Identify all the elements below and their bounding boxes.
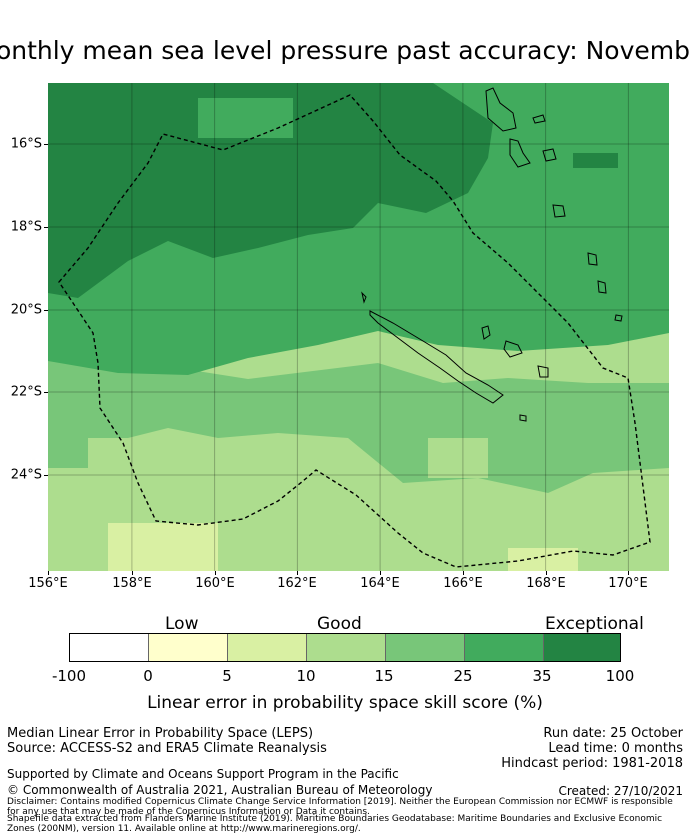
colorbar-tick: 35 — [532, 667, 552, 685]
skill-bands — [48, 83, 669, 571]
erromango — [587, 252, 598, 266]
ambae — [532, 114, 546, 124]
run-date: Run date: 25 October — [543, 726, 683, 741]
malekula — [509, 138, 531, 168]
x-tick: 164°E — [360, 576, 400, 591]
colorbar-swatch — [307, 634, 386, 661]
colorbar-tick: 25 — [453, 667, 473, 685]
colorbar-tick: 10 — [296, 667, 316, 685]
colorbar-swatch — [228, 634, 307, 661]
colorbar-swatch — [544, 634, 620, 661]
aneityum — [614, 314, 623, 322]
method-text: Median Linear Error in Probability Space… — [7, 726, 314, 741]
patch-light-left — [48, 368, 88, 468]
source-text: Source: ACCESS-S2 and ERA5 Climate Reana… — [7, 741, 327, 756]
isle-of-pines — [519, 414, 527, 422]
chart-title: Monthly mean sea level pressure past acc… — [0, 36, 690, 65]
hindcast-period: Hindcast period: 1981-2018 — [501, 756, 683, 771]
colorbar-swatch — [386, 634, 465, 661]
patch-pale-2 — [508, 548, 578, 571]
x-tick: 162°E — [277, 576, 317, 591]
colorbar-tick: 0 — [143, 667, 153, 685]
shapefile-text: Shapefile data extracted from Flanders M… — [7, 814, 663, 834]
colorbar-swatch — [465, 634, 544, 661]
colorbar-tick: 5 — [222, 667, 232, 685]
x-tick: 168°E — [526, 576, 566, 591]
patch-pale-1 — [108, 523, 218, 571]
disclaimer-text: Disclaimer: Contains modified Copernicus… — [7, 797, 673, 817]
vanuatu — [485, 87, 623, 322]
colorbar-category-low: Low — [165, 614, 199, 634]
x-tick: 158°E — [112, 576, 152, 591]
colorbar-swatch — [70, 634, 149, 661]
new-caledonia-mainland — [369, 310, 504, 404]
colorbar-category-good: Good — [317, 614, 362, 634]
band-good-lower — [48, 353, 669, 493]
patch-dark-right — [573, 153, 618, 168]
colorbar-label: Linear error in probability space skill … — [147, 693, 543, 713]
colorbar-category-exceptional: Exceptional — [545, 614, 644, 634]
x-tick: 156°E — [28, 576, 68, 591]
x-tick: 160°E — [195, 576, 235, 591]
graticule — [48, 83, 669, 571]
x-tick: 170°E — [608, 576, 648, 591]
patch-light-center — [428, 438, 488, 478]
y-tick: 24°S — [10, 467, 42, 483]
colorbar-tick: 100 — [605, 667, 635, 685]
patch-mid-upper — [198, 98, 293, 138]
colorbar-swatch — [149, 634, 228, 661]
band-dark-green — [48, 83, 493, 298]
y-tick: 22°S — [10, 384, 42, 400]
copyright-text: © Commonwealth of Australia 2021, Austra… — [7, 783, 433, 797]
y-tick: 20°S — [10, 302, 42, 318]
colorbar-tick: -100 — [51, 667, 87, 685]
loyalty-island-3 — [537, 365, 549, 378]
efate — [552, 204, 566, 218]
pentecost — [542, 148, 557, 162]
y-tick: 18°S — [10, 219, 42, 235]
loyalty-island-2 — [503, 340, 523, 358]
loyalty-island-1 — [481, 325, 491, 340]
eez-boundary — [58, 94, 651, 568]
skill-map — [48, 83, 669, 571]
x-tick: 166°E — [443, 576, 483, 591]
lead-time: Lead time: 0 months — [548, 741, 683, 756]
small-island — [361, 291, 367, 304]
espiritu-santo — [485, 87, 517, 132]
colorbar — [69, 633, 621, 662]
y-tick: 16°S — [10, 136, 42, 152]
support-text: Supported by Climate and Oceans Support … — [7, 767, 399, 781]
tanna — [597, 280, 607, 294]
created-date: Created: 27/10/2021 — [558, 784, 683, 798]
colorbar-tick: 15 — [374, 667, 394, 685]
new-caledonia — [361, 291, 549, 422]
